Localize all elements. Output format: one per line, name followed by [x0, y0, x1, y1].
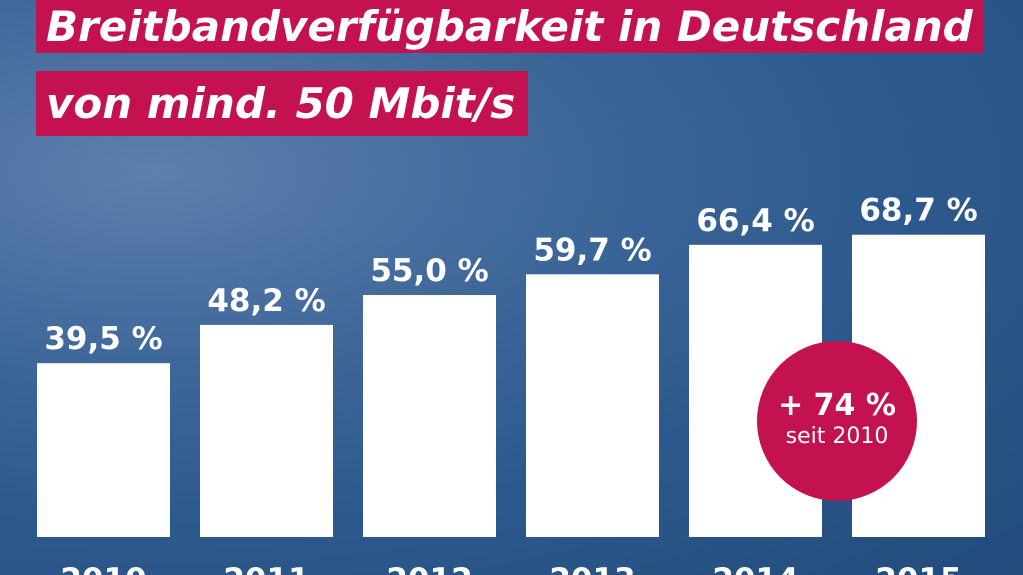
- chart-title-line-2: von mind. 50 Mbit/s: [36, 71, 528, 136]
- growth-badge-value: + 74 %: [778, 388, 896, 424]
- x-tick-label-2012: 2012: [386, 562, 472, 575]
- value-label-2015: 68,7 %: [859, 193, 977, 229]
- title-line-1-text: Breitbandverfügbarkeit in Deutschland: [46, 1, 973, 51]
- bar-2013: [526, 274, 659, 537]
- x-tick-label-2015: 2015: [875, 562, 961, 575]
- bar-2011: [200, 324, 333, 537]
- value-label-2014: 66,4 %: [696, 203, 814, 239]
- value-label-2010: 39,5 %: [44, 321, 162, 357]
- value-label-2012: 55,0 %: [370, 253, 488, 289]
- growth-badge: + 74 % seit 2010: [757, 341, 917, 501]
- title-line-2-text: von mind. 50 Mbit/s: [46, 78, 516, 128]
- bar-2012: [363, 295, 496, 537]
- x-tick-label-2014: 2014: [712, 562, 798, 575]
- value-label-2011: 48,2 %: [207, 283, 325, 319]
- x-tick-label-2010: 2010: [60, 562, 146, 575]
- x-tick-label-2011: 2011: [223, 562, 309, 575]
- bar-2010: [37, 363, 170, 537]
- chart-title-line-1: Breitbandverfügbarkeit in Deutschland: [36, 0, 984, 53]
- x-tick-label-2013: 2013: [549, 562, 635, 575]
- value-label-2013: 59,7 %: [533, 232, 651, 268]
- growth-badge-caption: seit 2010: [785, 424, 889, 450]
